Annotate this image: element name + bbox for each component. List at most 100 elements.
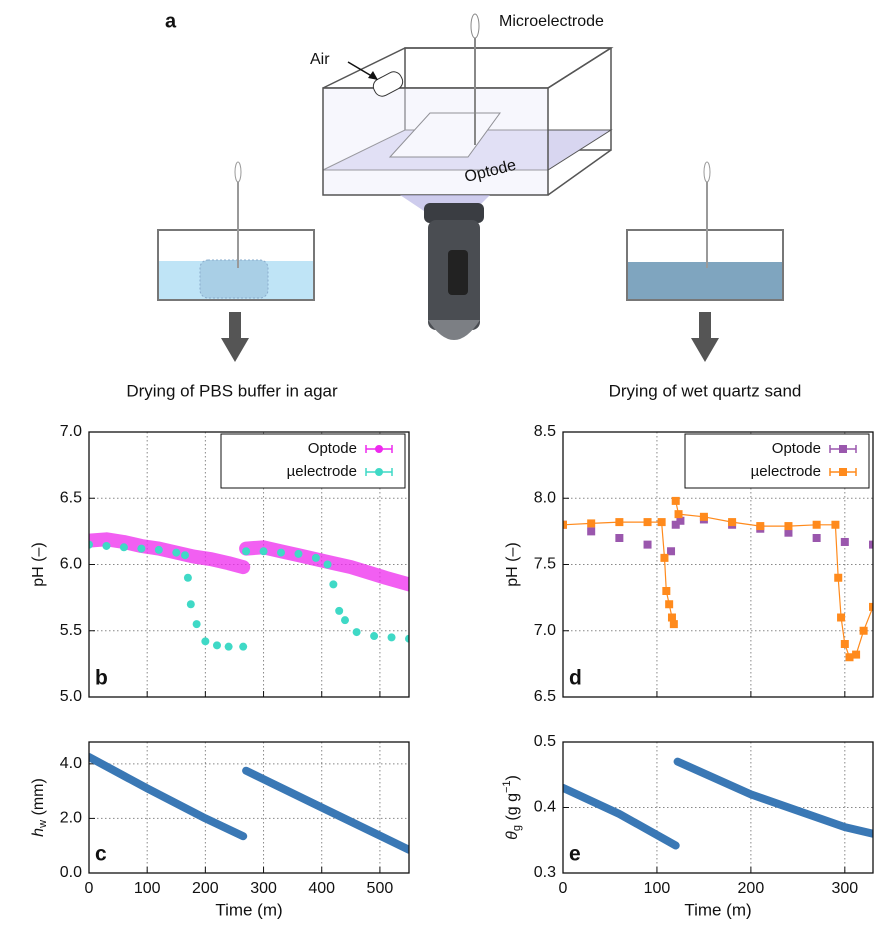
x-tick-label: 200 — [192, 880, 219, 897]
data-point — [311, 553, 320, 562]
x-tick-label: 200 — [738, 880, 765, 897]
data-point — [728, 518, 737, 527]
y-tick-label: 5.5 — [60, 622, 82, 639]
data-point — [812, 534, 821, 542]
plot-frame — [562, 741, 874, 874]
panel-label: c — [95, 843, 107, 866]
legend-marker — [375, 468, 383, 476]
label-microelectrode: Microelectrode — [499, 13, 604, 30]
data-point — [834, 573, 843, 582]
data-point — [119, 543, 128, 552]
label-part: ) — [504, 775, 521, 780]
x-tick-label: 500 — [367, 880, 394, 897]
box-top — [322, 47, 614, 89]
label-part: w — [37, 820, 49, 829]
plot-frame — [562, 431, 874, 698]
optode-sheet — [388, 112, 501, 158]
legend-marker — [839, 445, 847, 453]
data-point — [154, 545, 163, 554]
y-axis-label: hw (mm) — [30, 778, 49, 837]
plot-frame — [88, 741, 410, 874]
caption-left: Drying of PBS buffer in agar — [126, 381, 338, 400]
data-line — [89, 753, 409, 854]
plot-frame — [88, 431, 410, 698]
data-point — [183, 573, 192, 582]
data-point — [831, 520, 840, 529]
data-point — [859, 626, 868, 635]
plot-series — [89, 753, 409, 854]
y-axis-label: pH (–) — [30, 542, 47, 586]
data-point — [137, 544, 146, 553]
caption-right: Drying of wet quartz sand — [609, 381, 802, 400]
legend-label: µelectrode — [751, 463, 821, 480]
y-tick-label: 7.0 — [60, 423, 82, 440]
data-point — [674, 510, 683, 519]
camera-base — [428, 320, 480, 340]
data-point — [181, 551, 189, 560]
label-air: Air — [310, 51, 330, 68]
data-point — [102, 541, 111, 550]
air-tube — [372, 71, 404, 97]
edge — [547, 47, 612, 89]
x-tick-label: 0 — [85, 880, 94, 897]
y-tick-label: 8.5 — [534, 423, 556, 440]
x-tick-label: 0 — [559, 880, 568, 897]
arrowhead — [368, 71, 378, 80]
data-point — [370, 632, 379, 641]
data-point — [213, 641, 221, 650]
data-point — [665, 600, 674, 609]
arrow-head — [691, 338, 719, 362]
y-tick-label: 6.0 — [60, 556, 82, 573]
data-point — [259, 547, 268, 556]
y-tick-label: 6.5 — [60, 489, 82, 506]
data-point — [341, 616, 349, 625]
y-tick-label: 8.0 — [534, 489, 556, 506]
legend-marker — [375, 445, 383, 453]
y-tick-label: 0.4 — [534, 799, 556, 816]
data-point — [352, 628, 361, 637]
data-point — [323, 560, 332, 569]
panel-label: b — [95, 667, 108, 690]
data-point — [667, 547, 676, 556]
sand — [628, 262, 782, 299]
label-part: h — [30, 828, 47, 837]
data-point — [643, 518, 652, 527]
error-band — [89, 532, 409, 592]
data-point — [294, 549, 303, 558]
y-tick-label: 4.0 — [60, 755, 82, 772]
data-point — [671, 520, 680, 529]
data-point — [812, 520, 821, 529]
y-tick-label: 7.0 — [534, 622, 556, 639]
data-point — [784, 528, 793, 537]
y-axis-label: pH (–) — [504, 542, 521, 586]
data-point — [239, 642, 248, 651]
y-tick-label: 6.5 — [534, 688, 556, 705]
x-axis-label: Time (m) — [684, 900, 751, 919]
data-point — [329, 580, 338, 589]
data-point — [186, 600, 195, 609]
legend-label: µelectrode — [287, 463, 357, 480]
plot-series — [563, 757, 873, 850]
y-tick-label: 0.3 — [534, 864, 556, 881]
y-tick-label: 5.0 — [60, 688, 82, 705]
data-point — [676, 516, 685, 525]
plot-series — [89, 532, 409, 651]
legend-box — [220, 433, 406, 489]
y-tick-label: 0.0 — [60, 864, 82, 881]
data-point — [277, 548, 285, 557]
x-axis-label: Time (m) — [215, 900, 282, 919]
data-point — [387, 633, 396, 642]
data-point — [615, 518, 624, 527]
x-tick-label: 100 — [134, 880, 161, 897]
data-point — [845, 653, 854, 662]
edge — [547, 149, 612, 196]
x-tick-label: 300 — [250, 880, 277, 897]
data-point — [662, 587, 671, 595]
data-point — [405, 634, 409, 643]
box-front — [322, 87, 549, 196]
label-part: g — [511, 825, 523, 831]
optode-patch — [199, 259, 269, 299]
panel-label: e — [569, 843, 581, 866]
x-tick-label: 100 — [644, 880, 671, 897]
data-point — [840, 640, 849, 648]
